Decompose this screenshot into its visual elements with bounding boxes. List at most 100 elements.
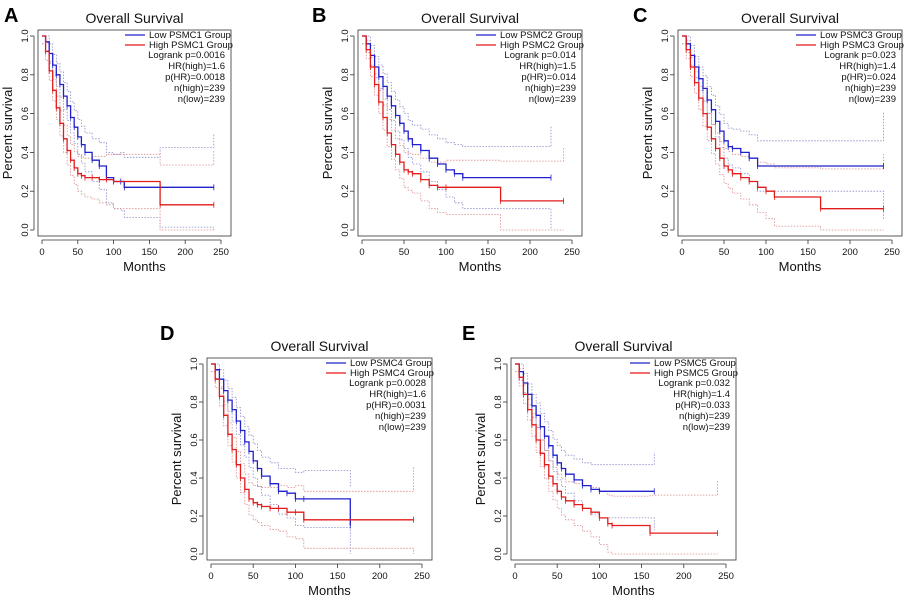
km-panel-c: C Overall Survival 0.0 0.2 0.4 0.6 0.8 1.0 0 50 10… <box>633 5 904 274</box>
panel-letter: E <box>462 323 475 345</box>
stat-line: n(high)=239 <box>679 411 730 422</box>
stat-line: HR(high)=1.5 <box>519 61 576 72</box>
panel-letter: C <box>633 5 647 27</box>
y-tick-label: 0.8 <box>493 395 504 408</box>
x-tick-label: 0 <box>208 571 213 582</box>
km-panel-d: D Overall Survival 0.0 0.2 0.4 0.6 0.8 1.0 0 50 10… <box>160 323 434 598</box>
legend-entry: High PSMC2 Group <box>500 40 584 51</box>
y-tick-label: 0.6 <box>189 433 200 446</box>
y-tick-label: 0.4 <box>340 146 351 159</box>
stat-line: n(low)=239 <box>529 94 576 105</box>
y-tick-label: 0.8 <box>20 68 31 81</box>
low-lower-ci-line <box>682 43 884 221</box>
x-tick-label: 200 <box>676 571 692 582</box>
legend-entry: Low PSMC2 Group <box>500 30 582 41</box>
high-lower-ci-line <box>211 371 414 554</box>
low-upper-ci-line <box>515 363 655 466</box>
y-axis-label: Percent survival <box>0 87 15 180</box>
x-tick-label: 0 <box>359 247 364 258</box>
plot-frame <box>677 29 903 237</box>
y-tick-label: 0.8 <box>340 68 351 81</box>
plot-frame <box>510 357 737 561</box>
x-tick-label: 250 <box>718 571 734 582</box>
y-tick-label: 0.6 <box>340 107 351 120</box>
x-tick-label: 200 <box>842 247 858 258</box>
x-axis-label: Months <box>123 259 166 274</box>
y-tick-label: 0.4 <box>20 146 31 159</box>
stat-line: p(HR)=0.014 <box>521 72 576 83</box>
stat-line: n(low)=239 <box>379 422 426 433</box>
legend-entry: Low PSMC5 Group <box>654 358 736 369</box>
stat-line: p(HR)=0.0018 <box>165 72 225 83</box>
low-lower-ci-line <box>362 43 552 229</box>
x-tick-label: 0 <box>679 247 684 258</box>
low-upper-ci-line <box>42 35 215 158</box>
x-tick-label: 100 <box>106 247 122 258</box>
high-survival-curve <box>682 35 884 210</box>
stat-line: Logrank p=0.014 <box>504 50 576 61</box>
y-tick-label: 0.0 <box>340 223 351 236</box>
y-tick-label: 0.0 <box>660 223 671 236</box>
km-panel-b: B Overall Survival 0.0 0.2 0.4 0.6 0.8 1.0 0 50 10… <box>312 5 584 274</box>
y-tick-label: 1.0 <box>340 29 351 42</box>
high-upper-ci-line <box>211 363 414 492</box>
high-survival-curve <box>515 363 718 534</box>
stat-line: n(low)=239 <box>683 422 730 433</box>
x-axis-label: Months <box>459 259 502 274</box>
stat-line: Logrank p=0.023 <box>824 50 896 61</box>
x-tick-label: 0 <box>512 571 517 582</box>
low-survival-curve <box>42 35 214 188</box>
x-tick-label: 150 <box>634 571 650 582</box>
stat-line: p(HR)=0.024 <box>841 72 896 83</box>
y-tick-label: 0.8 <box>660 68 671 81</box>
chart-title: Overall Survival <box>85 10 183 26</box>
y-axis-label: Percent survival <box>320 87 335 180</box>
legend-entry: High PSMC5 Group <box>654 368 738 379</box>
legend-entry: High PSMC3 Group <box>820 40 904 51</box>
x-tick-label: 250 <box>884 247 900 258</box>
y-tick-label: 0.4 <box>189 471 200 484</box>
low-lower-ci-line <box>211 371 351 554</box>
x-axis-label: Months <box>308 583 351 598</box>
stat-line: n(low)=239 <box>178 94 225 105</box>
legend-entry: Low PSMC3 Group <box>820 30 902 41</box>
x-tick-label: 250 <box>213 247 229 258</box>
y-tick-label: 0.4 <box>660 146 671 159</box>
high-lower-ci-line <box>362 43 564 231</box>
stat-line: n(high)=239 <box>375 411 426 422</box>
x-tick-label: 200 <box>177 247 193 258</box>
legend-entry: Low PSMC4 Group <box>350 358 432 369</box>
stat-line: n(low)=239 <box>849 94 896 105</box>
y-tick-label: 0.6 <box>20 107 31 120</box>
chart-title: Overall Survival <box>574 338 672 354</box>
y-tick-label: 0.6 <box>660 107 671 120</box>
x-axis-label: Months <box>612 583 655 598</box>
low-upper-ci-line <box>211 363 351 487</box>
y-tick-label: 1.0 <box>20 29 31 42</box>
stat-line: p(HR)=0.0031 <box>366 400 426 411</box>
km-panel-e: E Overall Survival 0.0 0.2 0.4 0.6 0.8 1.0 0 50 10… <box>462 323 738 598</box>
x-axis-label: Months <box>779 259 822 274</box>
y-tick-label: 0.2 <box>660 185 671 198</box>
x-tick-label: 50 <box>719 247 730 258</box>
y-tick-label: 1.0 <box>493 357 504 370</box>
high-survival-curve <box>362 35 564 202</box>
legend-entry: High PSMC1 Group <box>149 40 233 51</box>
km-panel-a: A Overall Survival 0.0 0.2 0.4 0.6 0.8 1.0 0 50 10… <box>0 5 233 274</box>
x-tick-label: 200 <box>372 571 388 582</box>
x-tick-label: 100 <box>591 571 607 582</box>
plot-frame <box>206 357 433 561</box>
x-tick-label: 150 <box>141 247 157 258</box>
low-upper-ci-line <box>362 35 552 147</box>
y-tick-label: 0.2 <box>493 509 504 522</box>
x-tick-label: 50 <box>248 571 259 582</box>
y-tick-label: 0.0 <box>493 547 504 560</box>
high-survival-curve <box>211 363 414 521</box>
y-axis-label: Percent survival <box>169 413 184 506</box>
panel-letter: D <box>160 323 174 345</box>
stat-line: HR(high)=1.6 <box>369 389 426 400</box>
stat-line: Logrank p=0.0016 <box>148 50 225 61</box>
stat-line: p(HR)=0.033 <box>675 400 730 411</box>
x-tick-label: 150 <box>800 247 816 258</box>
